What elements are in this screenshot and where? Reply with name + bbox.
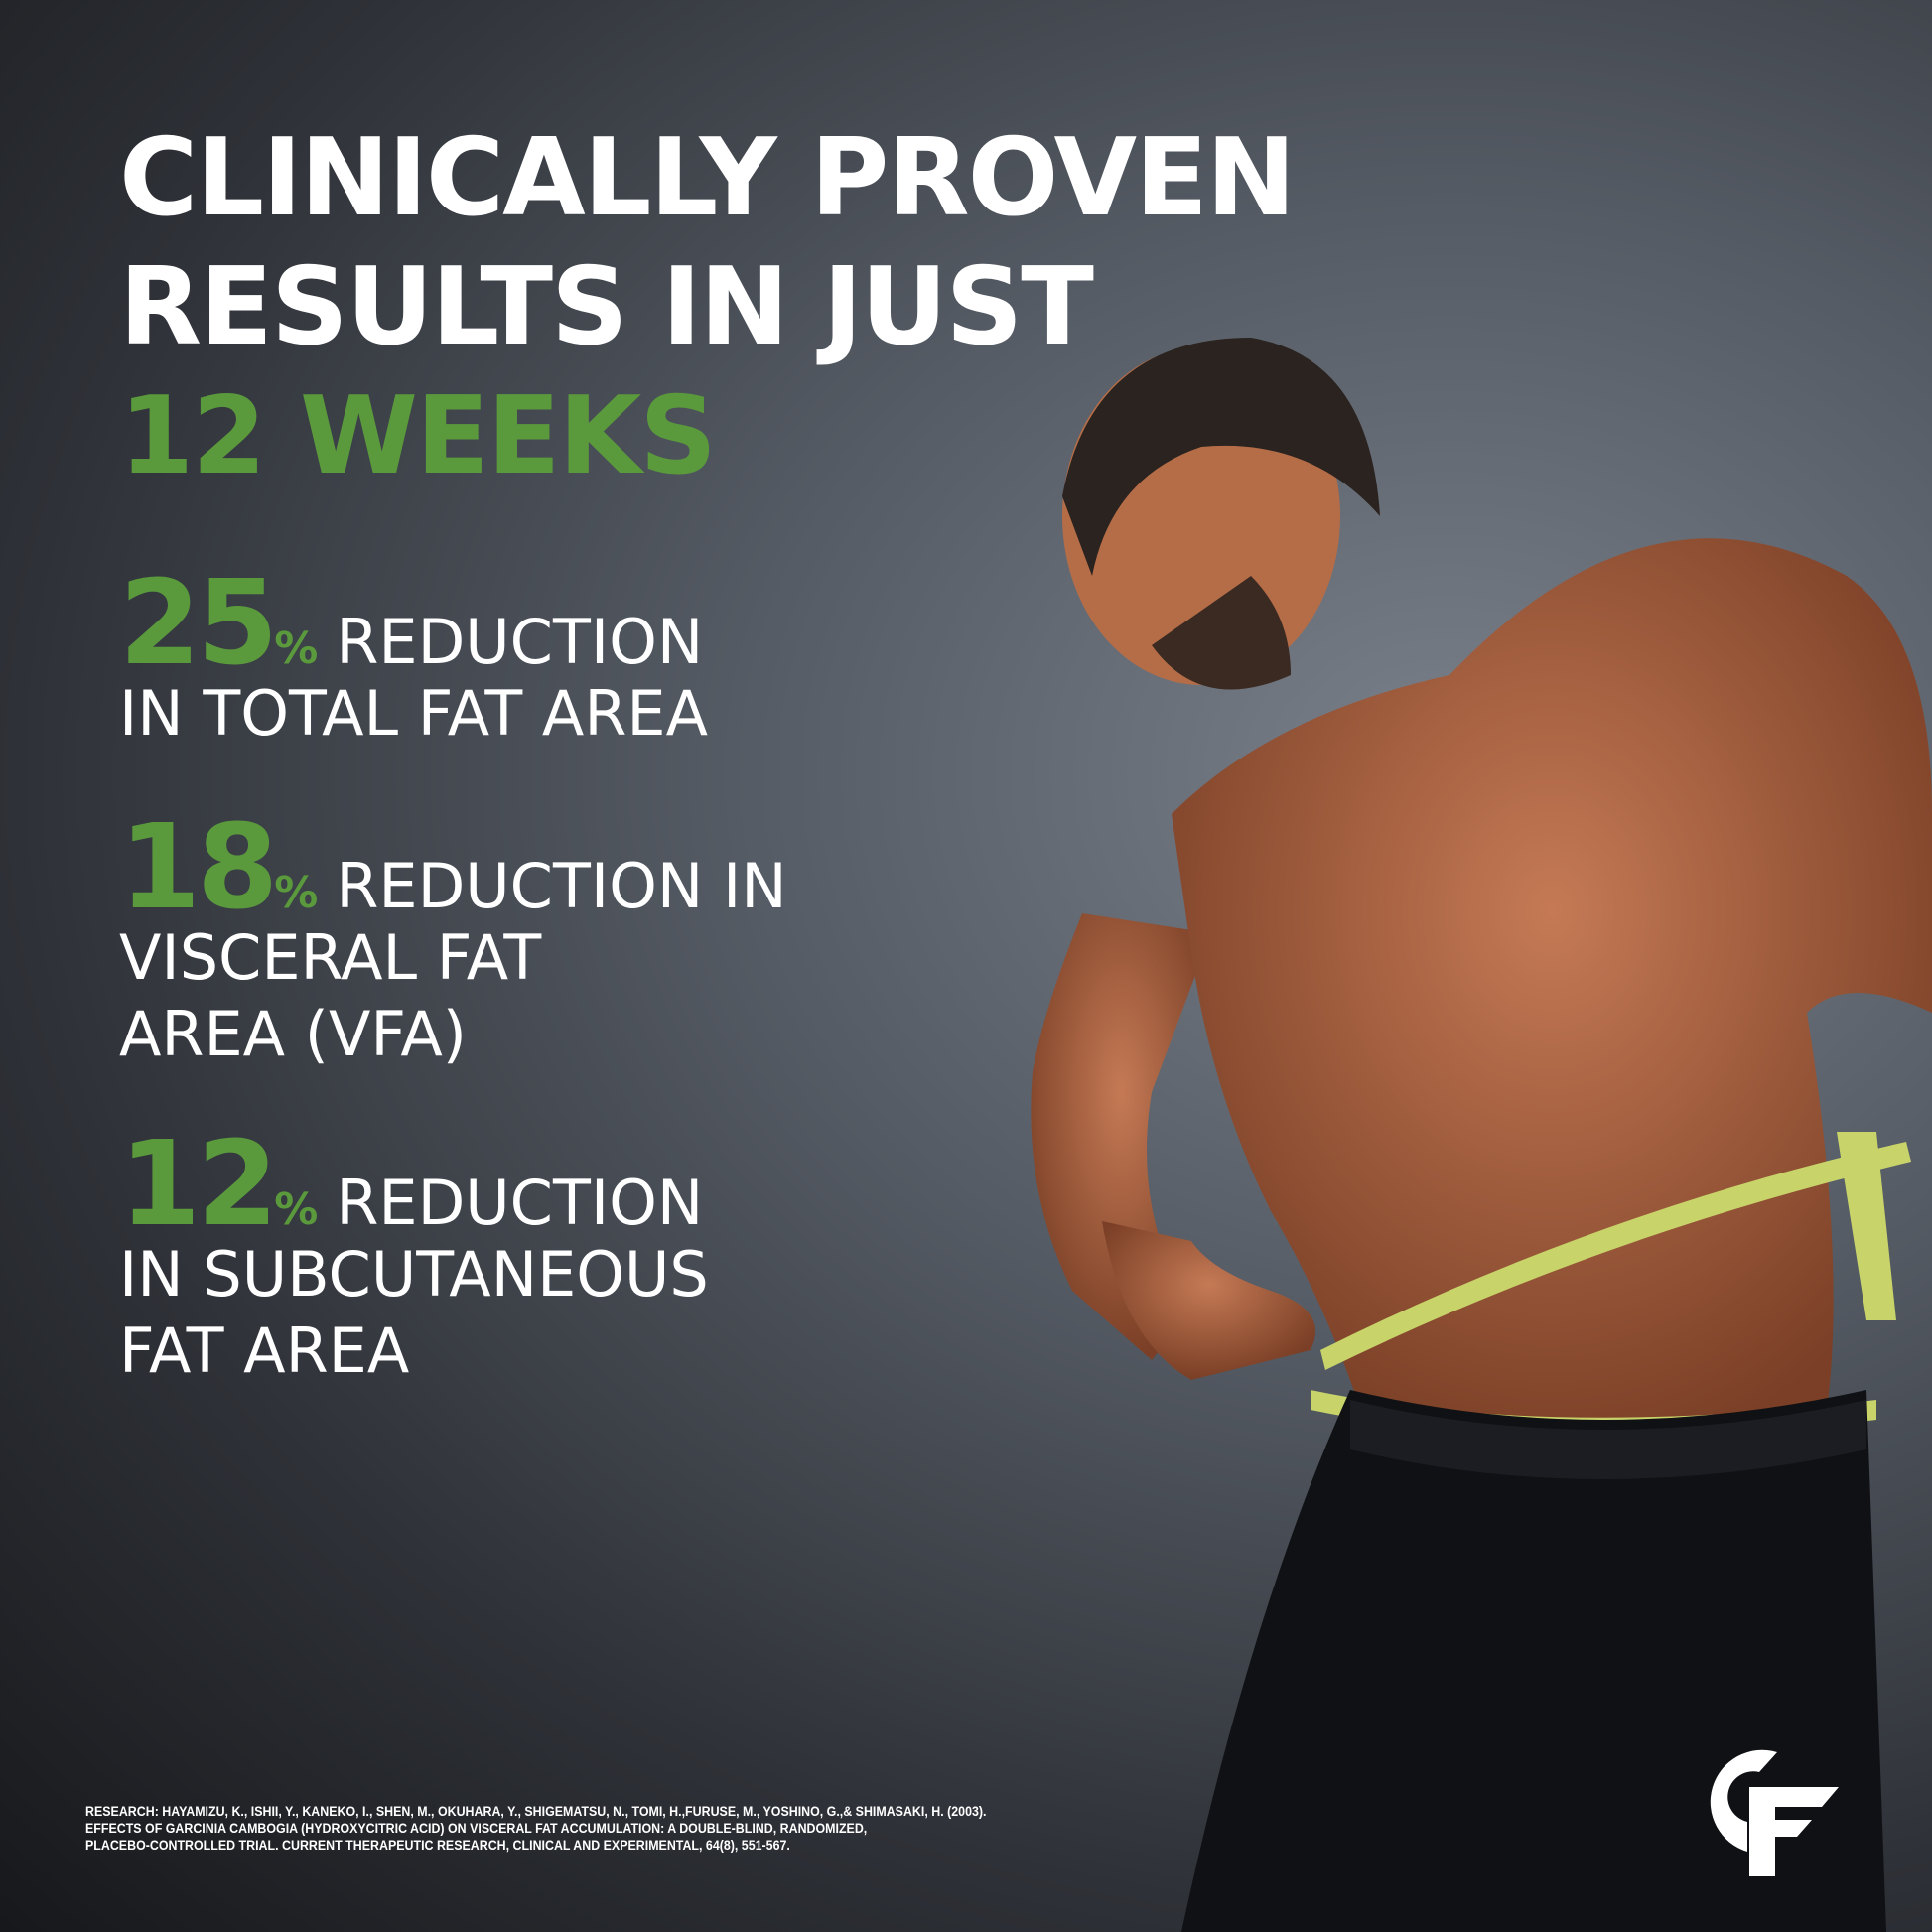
headline-weeks: 12 WEEKS — [119, 374, 717, 498]
stat-percent: % — [274, 623, 319, 674]
citation-line: RESEARCH: HAYAMIZU, K., ISHII, Y., KANEK… — [85, 1804, 987, 1819]
headline-line-1: CLINICALLY PROVEN — [119, 116, 1296, 240]
stat-number: 18 — [119, 798, 278, 935]
stat-percent: % — [274, 868, 319, 918]
citation-line: EFFECTS OF GARCINIA CAMBOGIA (HYDROXYCIT… — [85, 1821, 868, 1836]
stat-line-1: REDUCTION — [336, 1167, 704, 1239]
man-measuring-waist-photo — [1031, 338, 1932, 1932]
stat-visceral-fat: 18% REDUCTION IN — [119, 808, 787, 925]
stat-number: 12 — [119, 1115, 278, 1252]
cf-logo — [1710, 1749, 1839, 1876]
stat-line-3: FAT AREA — [119, 1314, 410, 1387]
stat-line-3: AREA (VFA) — [119, 998, 467, 1070]
headline-line-2: RESULTS IN JUST — [119, 245, 1094, 369]
research-citation: RESEARCH: HAYAMIZU, K., ISHII, Y., KANEK… — [85, 1803, 1090, 1854]
stat-line-2: VISCERAL FAT — [119, 921, 542, 994]
stat-number: 25 — [119, 554, 278, 691]
stat-line-1: REDUCTION — [336, 606, 704, 678]
stat-subcutaneous-fat: 12% REDUCTION — [119, 1125, 703, 1242]
stat-line-2: IN TOTAL FAT AREA — [119, 677, 708, 750]
stat-percent: % — [274, 1184, 319, 1235]
stat-line-2: IN SUBCUTANEOUS — [119, 1238, 709, 1311]
citation-line: PLACEBO-CONTROLLED TRIAL. CURRENT THERAP… — [85, 1838, 790, 1853]
stat-total-fat: 25% REDUCTION — [119, 564, 703, 681]
stat-line-1: REDUCTION IN — [336, 850, 787, 922]
